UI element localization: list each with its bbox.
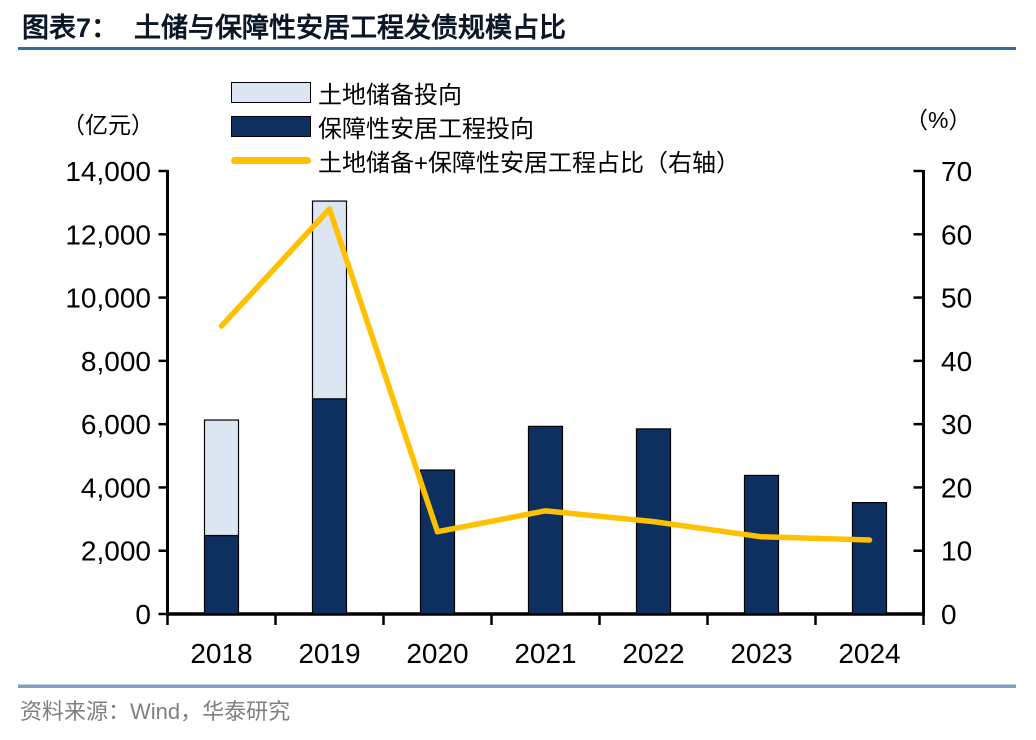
- right-axis-tick-label: 50: [941, 283, 972, 314]
- figure-title-text: 土储与保障性安居工程发债规模占比: [134, 13, 567, 43]
- source-divider: [18, 684, 1016, 688]
- x-axis-year-label-2024: 2024: [838, 638, 900, 669]
- right-axis-tick-label: 0: [941, 599, 957, 630]
- right-axis-unit-label: （%）: [905, 107, 972, 133]
- right-axis-tick-label: 10: [941, 536, 972, 567]
- legend-item-land-reserve: 土地储备投向: [231, 81, 740, 109]
- legend-label-land-reserve: 土地储备投向: [318, 81, 462, 109]
- left-axis-tick-label: 2,000: [81, 536, 151, 567]
- affordable-housing-swatch-icon: [231, 115, 311, 137]
- figure-number-label: 图表7：: [22, 13, 119, 43]
- left-axis-tick-label: 12,000: [65, 219, 151, 250]
- ratio-line: [218, 206, 873, 543]
- legend-label-ratio-line: 土地储备+保障性安居工程占比（右轴）: [318, 149, 741, 177]
- left-axis-unit-label: （亿元）: [62, 112, 154, 138]
- left-axis-tick-label: 6,000: [81, 409, 151, 440]
- right-axis-tick-label: 20: [941, 472, 972, 503]
- x-axis-year-label-2018: 2018: [190, 638, 252, 669]
- bar-2024-affordable-housing: [851, 502, 888, 615]
- legend-label-affordable-housing: 保障性安居工程投向: [318, 115, 534, 143]
- x-axis-year-label-2019: 2019: [298, 638, 360, 669]
- ratio-line-swatch-icon: [231, 156, 311, 164]
- left-axis-tick-label: 10,000: [65, 283, 151, 314]
- right-axis-tick-label: 70: [941, 156, 972, 187]
- x-axis-year-label-2020: 2020: [406, 638, 468, 669]
- title-underline: [18, 47, 1016, 50]
- left-axis-tick-label: 4,000: [81, 472, 151, 503]
- right-axis-tick-label: 30: [941, 409, 972, 440]
- bar-2021-affordable-housing: [527, 425, 564, 615]
- left-axis-tick-label: 8,000: [81, 346, 151, 377]
- left-axis-tick-label: 0: [135, 599, 151, 630]
- bar-2018-affordable-housing: [203, 534, 240, 615]
- bar-2018-land-reserve: [203, 419, 240, 537]
- x-axis-year-label-2022: 2022: [622, 638, 684, 669]
- source-text: 资料来源：Wind，华泰研究: [20, 699, 291, 724]
- x-axis-year-label-2023: 2023: [730, 638, 792, 669]
- x-axis-year-label-2021: 2021: [514, 638, 576, 669]
- legend-item-affordable-housing: 保障性安居工程投向: [231, 115, 740, 143]
- right-axis-tick-label: 60: [941, 219, 972, 250]
- figure-title: 图表7： 土储与保障性安居工程发债规模占比: [22, 6, 566, 45]
- bar-2019-land-reserve: [311, 200, 348, 400]
- bar-2023-affordable-housing: [743, 474, 780, 615]
- right-axis-tick-label: 40: [941, 346, 972, 377]
- chart-legend: 土地储备投向 保障性安居工程投向 土地储备+保障性安居工程占比（右轴）: [231, 81, 740, 177]
- bar-2019-affordable-housing: [311, 398, 348, 615]
- left-axis-tick-label: 14,000: [65, 156, 151, 187]
- legend-item-ratio-line: 土地储备+保障性安居工程占比（右轴）: [231, 149, 740, 177]
- land-reserve-swatch-icon: [231, 81, 311, 103]
